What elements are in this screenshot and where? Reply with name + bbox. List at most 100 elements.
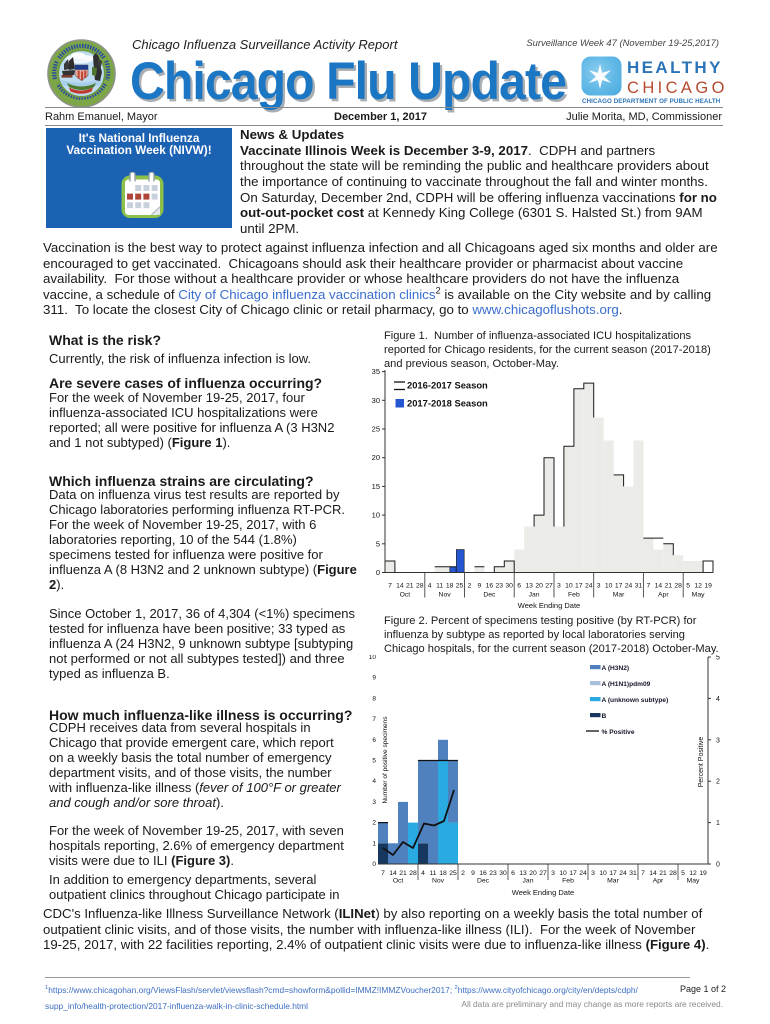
svg-text:10: 10	[369, 655, 377, 661]
svg-text:14: 14	[389, 870, 397, 877]
svg-text:5: 5	[372, 758, 376, 765]
svg-text:35: 35	[372, 367, 380, 376]
svg-text:4: 4	[421, 870, 425, 877]
svg-text:17: 17	[575, 583, 583, 590]
svg-text:4: 4	[428, 583, 432, 590]
svg-text:Oct: Oct	[393, 878, 404, 885]
svg-text:16: 16	[479, 870, 487, 877]
svg-text:20: 20	[535, 583, 543, 590]
svg-text:9: 9	[372, 675, 376, 682]
svg-text:Number of positive specimens: Number of positive specimens	[382, 716, 389, 804]
svg-text:Mar: Mar	[613, 592, 625, 599]
svg-text:Mar: Mar	[607, 878, 619, 885]
svg-text:Dec: Dec	[477, 878, 490, 885]
svg-text:Feb: Feb	[568, 592, 580, 599]
svg-text:14: 14	[396, 583, 404, 590]
svg-text:Jan: Jan	[523, 878, 534, 885]
svg-text:6: 6	[372, 737, 376, 744]
svg-text:7: 7	[641, 870, 645, 877]
svg-text:A (unknown subtype): A (unknown subtype)	[602, 697, 669, 704]
svg-text:10: 10	[372, 511, 380, 520]
svg-text:10: 10	[565, 583, 573, 590]
svg-text:May: May	[687, 878, 700, 885]
svg-text:11: 11	[429, 870, 436, 877]
svg-text:0: 0	[716, 862, 720, 869]
svg-text:13: 13	[525, 583, 533, 590]
svg-text:Percent Positive: Percent Positive	[698, 737, 705, 788]
svg-text:2017-2018 Season: 2017-2018 Season	[407, 397, 488, 408]
svg-text:5: 5	[681, 870, 685, 877]
svg-text:3: 3	[372, 799, 376, 806]
svg-text:28: 28	[669, 870, 677, 877]
svg-text:Nov: Nov	[432, 878, 445, 885]
svg-text:3: 3	[716, 737, 720, 744]
svg-text:16: 16	[486, 583, 494, 590]
svg-text:Oct: Oct	[400, 592, 411, 599]
svg-text:6: 6	[517, 583, 521, 590]
svg-text:24: 24	[619, 870, 627, 877]
svg-text:15: 15	[372, 482, 380, 491]
svg-text:2: 2	[468, 583, 472, 590]
svg-text:Jan: Jan	[529, 592, 540, 599]
svg-text:Apr: Apr	[653, 878, 664, 885]
svg-text:20: 20	[529, 870, 537, 877]
svg-text:Nov: Nov	[439, 592, 452, 599]
svg-text:25: 25	[456, 583, 464, 590]
svg-text:17: 17	[615, 583, 623, 590]
svg-text:28: 28	[674, 583, 682, 590]
svg-text:28: 28	[409, 870, 417, 877]
svg-text:23: 23	[489, 870, 497, 877]
svg-text:2: 2	[461, 870, 465, 877]
svg-text:A (H1N1)pdm09: A (H1N1)pdm09	[602, 681, 651, 688]
svg-text:Dec: Dec	[483, 592, 496, 599]
svg-text:Week Ending Date: Week Ending Date	[518, 601, 580, 610]
svg-text:2: 2	[372, 820, 376, 827]
svg-text:30: 30	[499, 870, 507, 877]
svg-text:8: 8	[372, 695, 376, 702]
svg-text:3: 3	[557, 583, 561, 590]
svg-text:5: 5	[686, 583, 690, 590]
svg-text:25: 25	[449, 870, 457, 877]
svg-text:24: 24	[625, 583, 633, 590]
svg-text:% Positive: % Positive	[602, 729, 635, 736]
svg-text:13: 13	[519, 870, 527, 877]
svg-text:3: 3	[597, 583, 601, 590]
svg-text:17: 17	[569, 870, 577, 877]
svg-text:18: 18	[439, 870, 447, 877]
svg-text:30: 30	[372, 396, 380, 405]
svg-text:18: 18	[446, 583, 454, 590]
svg-text:12: 12	[694, 583, 702, 590]
svg-text:25: 25	[372, 425, 380, 434]
svg-text:21: 21	[665, 583, 673, 590]
svg-text:1: 1	[372, 840, 376, 847]
svg-text:30: 30	[505, 583, 513, 590]
svg-text:21: 21	[406, 583, 414, 590]
svg-text:7: 7	[647, 583, 651, 590]
svg-text:11: 11	[436, 583, 443, 590]
svg-text:3: 3	[591, 870, 595, 877]
svg-text:Feb: Feb	[562, 878, 574, 885]
svg-text:20: 20	[372, 453, 380, 462]
svg-text:14: 14	[649, 870, 657, 877]
svg-text:7: 7	[372, 716, 376, 723]
svg-text:21: 21	[659, 870, 667, 877]
svg-text:May: May	[692, 592, 705, 599]
svg-text:12: 12	[689, 870, 697, 877]
svg-text:2016-2017 Season: 2016-2017 Season	[407, 380, 488, 391]
svg-text:7: 7	[388, 583, 392, 590]
svg-text:5: 5	[376, 539, 380, 548]
svg-text:23: 23	[496, 583, 504, 590]
svg-text:17: 17	[609, 870, 617, 877]
svg-text:10: 10	[605, 583, 613, 590]
svg-text:B: B	[602, 713, 607, 720]
svg-text:A (H3N2): A (H3N2)	[602, 665, 630, 672]
svg-text:3: 3	[551, 870, 555, 877]
svg-text:9: 9	[471, 870, 475, 877]
svg-text:0: 0	[372, 861, 376, 868]
svg-text:5: 5	[716, 655, 720, 662]
svg-text:31: 31	[635, 583, 643, 590]
svg-text:27: 27	[539, 870, 547, 877]
svg-text:4: 4	[716, 696, 720, 703]
svg-text:Apr: Apr	[658, 592, 669, 599]
svg-text:28: 28	[416, 583, 424, 590]
